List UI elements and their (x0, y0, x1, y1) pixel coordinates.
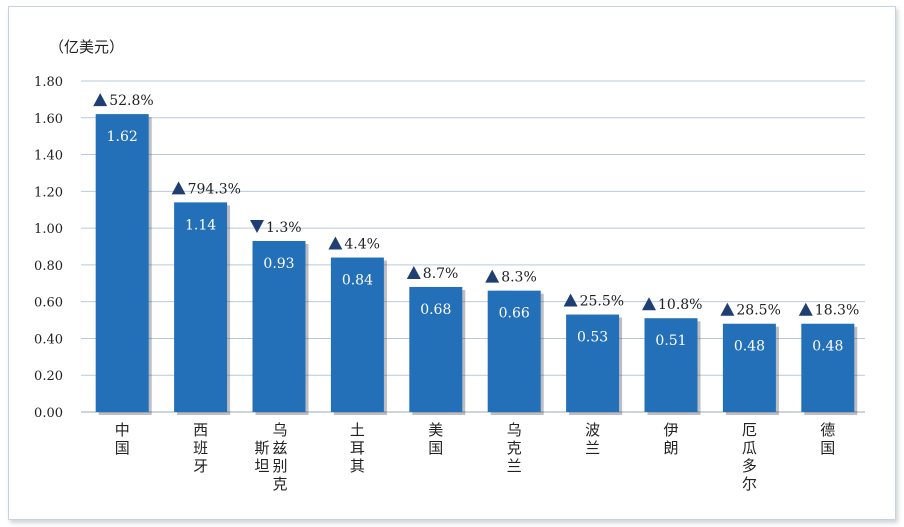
x-category-char: 牙 (193, 457, 208, 475)
change-label: 52.8% (109, 93, 153, 109)
y-tick-label: 1.80 (34, 75, 63, 90)
bar-value-label: 1.62 (107, 129, 138, 145)
x-category-char: 斯 (254, 439, 269, 457)
up-arrow-icon (720, 302, 735, 316)
x-category-char: 西 (193, 421, 208, 439)
up-arrow-icon (798, 302, 813, 316)
y-tick-label: 0.40 (34, 332, 63, 347)
bar (487, 290, 541, 412)
up-arrow-icon (485, 269, 500, 283)
bar-value-label: 0.66 (499, 306, 530, 322)
bar (95, 114, 149, 412)
x-category-char: 别 (272, 457, 287, 475)
x-category-char: 伊 (663, 421, 678, 439)
x-category-char: 克 (272, 475, 287, 493)
bar-chart: （亿美元） 0.00 0.20 0.40 0.60 0.80 1.00 1.20 1.40 1.… (34, 38, 865, 493)
bar-value-label: 0.93 (263, 256, 294, 272)
y-tick-label: 1.20 (34, 185, 63, 200)
x-category-char: 其 (350, 457, 365, 475)
bar-value-label: 0.53 (577, 330, 608, 346)
up-arrow-icon (171, 181, 186, 195)
change-label: 25.5% (580, 294, 624, 310)
x-category-char: 厄 (742, 421, 757, 439)
x-category-char: 国 (115, 439, 130, 457)
x-category-char: 班 (193, 439, 208, 457)
unit-label: （亿美元） (49, 38, 124, 56)
x-category-char: 土 (350, 421, 365, 439)
x-category-char: 兹 (272, 439, 287, 457)
bar-value-label: 0.48 (734, 339, 765, 355)
x-category-char: 朗 (663, 439, 678, 457)
x-category-char: 尔 (742, 475, 757, 493)
y-tick-label: 0.20 (34, 369, 63, 384)
y-tick-label: 1.60 (34, 112, 63, 127)
x-category-char: 德 (820, 421, 835, 439)
up-arrow-icon (406, 265, 421, 279)
change-label: 8.7% (423, 266, 459, 282)
x-category-char: 乌 (272, 421, 287, 439)
change-label: 1.3% (266, 220, 302, 236)
x-category-char: 兰 (507, 457, 522, 475)
bar-value-label: 1.14 (185, 217, 216, 233)
x-category-char: 美 (428, 421, 443, 439)
x-category-char: 乌 (507, 421, 522, 439)
x-category-char: 国 (428, 439, 443, 457)
x-category-char: 兰 (585, 439, 600, 457)
chart-frame: （亿美元） 0.00 0.20 0.40 0.60 0.80 1.00 1.20 1.40 1.… (8, 6, 896, 520)
bar (801, 323, 855, 412)
change-label: 18.3% (815, 303, 859, 319)
bar (252, 240, 306, 412)
bar-value-label: 0.84 (342, 273, 373, 289)
y-tick-label: 0.60 (34, 296, 63, 311)
bar (409, 286, 463, 412)
change-label: 28.5% (736, 303, 780, 319)
bar-value-label: 0.68 (420, 302, 451, 318)
bar (330, 257, 384, 412)
y-axis-ticks: 0.00 0.20 0.40 0.60 0.80 1.00 1.20 1.40 1.60 1.80 (34, 75, 63, 421)
x-category-char: 多 (742, 457, 757, 475)
change-label: 10.8% (658, 297, 702, 313)
bar (566, 314, 620, 412)
down-arrow-icon (250, 219, 264, 233)
bar (722, 323, 776, 412)
x-category-char: 坦 (254, 457, 269, 475)
y-tick-label: 0.80 (34, 259, 63, 274)
up-arrow-icon (328, 236, 343, 250)
bar (174, 202, 228, 412)
change-label: 8.3% (501, 270, 537, 286)
up-arrow-icon (563, 293, 578, 307)
x-category-char: 中 (115, 421, 130, 439)
y-tick-label: 0.00 (34, 406, 63, 421)
up-arrow-icon (642, 297, 656, 311)
x-category-char: 波 (585, 421, 600, 439)
x-category-char: 瓜 (742, 439, 757, 457)
y-tick-label: 1.00 (34, 222, 63, 237)
bars: 1.62 52.8% 1.14 794.3% 0.93 1.3% 0.84 4.4% 0.68 8… (93, 93, 859, 415)
y-tick-label: 1.40 (34, 149, 63, 164)
bar (644, 318, 698, 412)
up-arrow-icon (93, 93, 108, 107)
change-label: 4.4% (344, 237, 380, 253)
x-category-char: 国 (820, 439, 835, 457)
x-category-char: 耳 (350, 439, 365, 457)
x-category-char: 克 (507, 439, 522, 457)
bar-value-label: 0.51 (655, 333, 686, 349)
change-label: 794.3% (188, 181, 241, 197)
bar-value-label: 0.48 (812, 339, 843, 355)
